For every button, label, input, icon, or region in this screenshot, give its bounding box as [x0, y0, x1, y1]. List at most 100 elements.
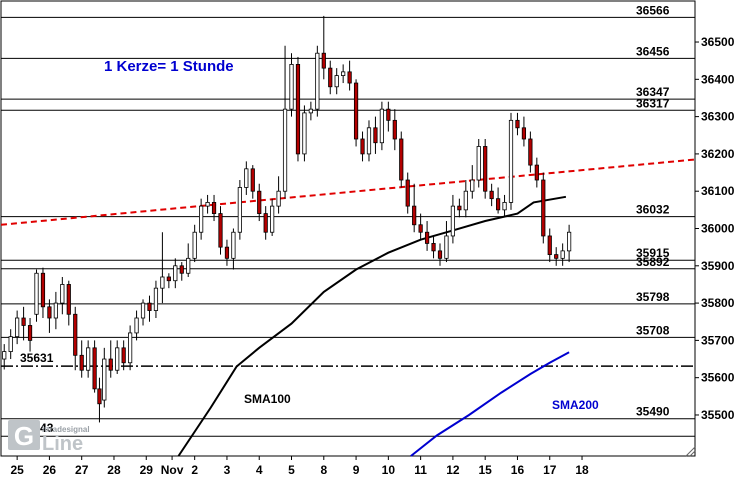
series-label-sma100: SMA100 — [244, 392, 291, 406]
series-label-sma200: SMA200 — [552, 398, 599, 412]
candle-body-down — [211, 201, 217, 214]
corner-grip — [685, 446, 696, 457]
candle-body-down — [547, 235, 552, 256]
x-tick-label: 28 — [107, 463, 121, 477]
candle-body-up — [476, 146, 481, 181]
x-tick-label: 29 — [140, 463, 154, 477]
candle-body-down — [328, 67, 333, 88]
level-label: 35708 — [636, 323, 670, 337]
candle-body-down — [257, 190, 262, 214]
x-tick-label: 11 — [414, 463, 427, 477]
candle-body-down — [250, 168, 255, 192]
candle-body-down — [386, 108, 391, 121]
x-tick-label: 2 — [191, 463, 198, 477]
candle-body-up — [199, 205, 204, 233]
candle-body-down — [405, 179, 410, 207]
x-tick-label: 8 — [320, 463, 327, 477]
x-tick-label: 25 — [10, 463, 24, 477]
candle-body-down — [21, 317, 26, 326]
level-label: 35915 — [636, 246, 670, 260]
x-tick-label: 18 — [575, 463, 589, 477]
candle-body-down — [108, 358, 113, 371]
candle-body-down — [515, 119, 520, 129]
candle-body-down — [73, 313, 78, 356]
candle-body-up — [205, 201, 210, 207]
candle-body-down — [483, 146, 488, 192]
candle-body-up — [231, 231, 236, 259]
candle-body-down — [40, 272, 46, 308]
candle-body-up — [173, 265, 178, 282]
candle-body-down — [399, 138, 404, 181]
candle-body-down — [489, 190, 494, 200]
candle-body-down — [66, 284, 71, 315]
candle-body-up — [34, 272, 39, 315]
candle-body-up — [140, 302, 146, 319]
candle-body-down — [179, 265, 184, 274]
candle-body-down — [424, 231, 430, 244]
candle-body-up — [366, 127, 372, 155]
x-tick-label: 17 — [543, 463, 557, 477]
candle-body-down — [418, 224, 423, 233]
y-tick-label: 36300 — [701, 110, 735, 124]
candle-body-up — [186, 257, 191, 274]
candle-body-up — [134, 317, 139, 334]
x-tick-label: 5 — [288, 463, 295, 477]
y-tick-label: 36400 — [701, 72, 735, 86]
y-tick-label: 36000 — [701, 222, 735, 236]
candle-body-down — [92, 347, 97, 390]
candle-body-up — [160, 276, 165, 289]
y-tick-label: 35700 — [701, 333, 735, 347]
level-label: 35490 — [636, 405, 670, 419]
candle-body-up — [53, 302, 58, 319]
logo-mark-bg — [8, 420, 40, 450]
candle-body-up — [60, 284, 65, 304]
x-tick-label: 3 — [224, 463, 231, 477]
x-tick-label: 12 — [446, 463, 460, 477]
candle-body-up — [502, 201, 507, 211]
x-tick-label: 10 — [382, 463, 396, 477]
candle-body-down — [457, 205, 462, 211]
candle-body-up — [463, 190, 468, 211]
candle-body-up — [470, 179, 475, 192]
candle-body-up — [153, 287, 159, 311]
candle-body-down — [360, 138, 365, 155]
candle-body-down — [431, 243, 436, 252]
logo-mark: G — [14, 421, 34, 451]
candle-body-up — [308, 108, 313, 114]
candle-body-down — [166, 276, 171, 282]
candle-body-down — [521, 127, 527, 140]
x-tick-label: 15 — [479, 463, 493, 477]
candle-body-down — [218, 213, 223, 248]
y-tick-label: 36100 — [701, 184, 735, 198]
y-tick-label: 35500 — [701, 408, 735, 422]
level-label: 35892 — [636, 255, 670, 269]
candle-body-up — [302, 112, 307, 155]
candle-body-up — [8, 336, 13, 352]
candle-body-down — [353, 82, 359, 140]
candle-body-down — [295, 64, 301, 155]
candle-body-up — [2, 351, 7, 360]
candle-body-down — [121, 347, 126, 364]
level-label: 35798 — [636, 290, 670, 304]
candle-body-down — [554, 254, 559, 259]
candle-body-down — [47, 306, 52, 319]
candle-body-up — [508, 119, 514, 203]
level-label: 36317 — [636, 96, 670, 110]
series-line-sma200 — [410, 351, 570, 457]
candle-body-down — [224, 246, 230, 259]
y-tick-label: 36200 — [701, 147, 735, 161]
candle-body-up — [567, 231, 572, 252]
y-tick-label: 35800 — [701, 296, 735, 310]
candle-body-down — [263, 213, 268, 233]
x-tick-label: 26 — [43, 463, 57, 477]
candle-body-up — [102, 358, 107, 401]
candle-body-up — [270, 205, 275, 233]
candle-body-up — [86, 347, 91, 371]
candle-body-up — [341, 71, 346, 76]
candles — [2, 15, 572, 423]
x-tick-label: 27 — [75, 463, 89, 477]
candle-body-up — [282, 108, 288, 192]
candle-body-up — [560, 250, 565, 259]
